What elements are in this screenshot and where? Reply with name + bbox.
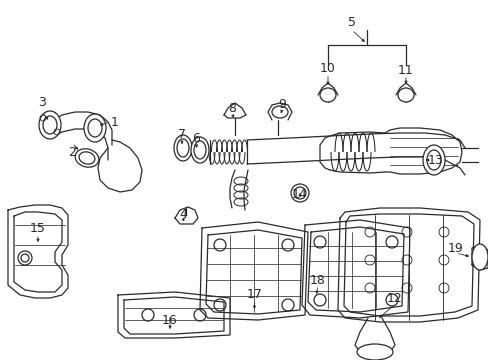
Text: 18: 18 [309, 274, 325, 287]
Text: 1: 1 [111, 116, 119, 129]
Text: 5: 5 [347, 15, 355, 28]
Text: 4: 4 [179, 208, 186, 221]
Text: 9: 9 [278, 99, 285, 112]
Text: 11: 11 [397, 63, 413, 77]
Ellipse shape [75, 149, 99, 167]
Text: 19: 19 [447, 242, 463, 255]
Ellipse shape [191, 137, 208, 163]
Ellipse shape [319, 88, 335, 102]
Text: 6: 6 [192, 131, 200, 144]
Ellipse shape [471, 244, 487, 270]
Ellipse shape [290, 184, 308, 202]
Text: 14: 14 [291, 189, 307, 202]
Text: 7: 7 [178, 129, 185, 141]
Ellipse shape [271, 106, 287, 118]
Text: 3: 3 [38, 96, 46, 109]
Text: 10: 10 [320, 62, 335, 75]
Text: 13: 13 [427, 153, 443, 166]
Text: 16: 16 [162, 314, 178, 327]
Ellipse shape [397, 88, 413, 102]
Ellipse shape [356, 344, 392, 360]
Ellipse shape [174, 135, 192, 161]
Ellipse shape [39, 111, 61, 139]
Text: 12: 12 [386, 292, 402, 305]
Text: 17: 17 [246, 288, 263, 302]
Ellipse shape [422, 145, 444, 175]
Text: 8: 8 [227, 102, 236, 114]
Text: 15: 15 [30, 221, 46, 234]
Ellipse shape [84, 114, 106, 142]
Ellipse shape [18, 251, 32, 265]
Text: 2: 2 [68, 145, 76, 158]
